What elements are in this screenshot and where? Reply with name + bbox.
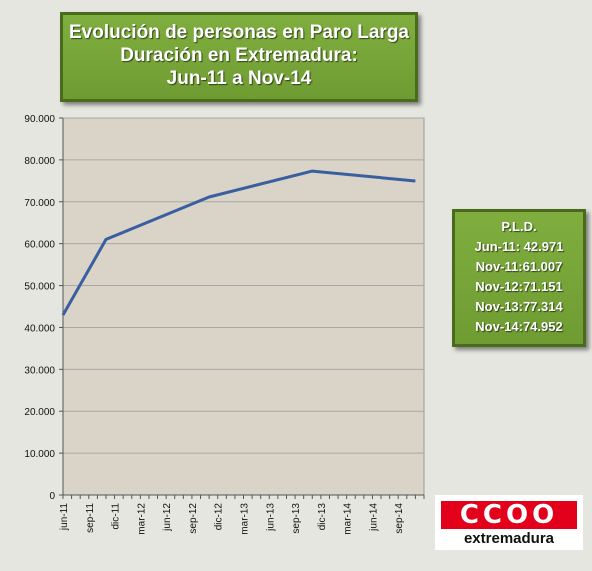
values-line: Nov-14:74.952 <box>475 319 563 334</box>
y-tick-label: 60.000 <box>24 240 55 251</box>
ccoo-logo: CCOO extremadura <box>435 495 583 550</box>
plot-area <box>62 117 425 496</box>
x-tick-label: dic-13 <box>317 503 328 531</box>
values-box: P.L.D. Jun-11: 42.971 Nov-11:61.007 Nov-… <box>452 209 586 347</box>
x-tick-label: dic-12 <box>214 503 225 531</box>
values-heading: P.L.D. <box>501 219 537 234</box>
chart-title-box: Evolución de personas en Paro Larga Dura… <box>60 12 418 102</box>
y-axis: 0 10.000 20.000 30.000 40.000 50.000 60.000 70.… <box>24 114 64 502</box>
x-tick-label: sep-14 <box>394 503 405 534</box>
values-line: Jun-11: 42.971 <box>474 239 564 254</box>
values-line: Nov-11:61.007 <box>475 259 563 274</box>
ccoo-logo-mark: CCOO <box>441 500 577 530</box>
y-tick-label: 70.000 <box>24 198 55 209</box>
x-tick-label: jun-11 <box>59 503 70 531</box>
chart-title-line-1: Evolución de personas en Paro Larga <box>69 22 409 43</box>
y-tick-label: 30.000 <box>24 365 55 376</box>
y-tick-label: 80.000 <box>24 156 55 167</box>
x-tick-label: jun-14 <box>368 503 379 532</box>
x-tick-label: dic-11 <box>111 503 122 530</box>
values-line: Nov-13:77.314 <box>475 299 563 314</box>
y-tick-label: 10.000 <box>24 449 55 460</box>
chart-title-line-2: Duración en Extremadura: <box>120 45 358 66</box>
values-line: Nov-12:71.151 <box>475 279 563 294</box>
gridlines <box>63 117 424 454</box>
x-axis: jun-11 sep-11 dic-11 mar-12 jun-12 sep-12 dic-… <box>59 494 425 535</box>
x-tick-label: mar-12 <box>136 503 147 535</box>
x-tick-label: sep-13 <box>291 503 302 534</box>
y-tick-label: 0 <box>49 491 55 502</box>
x-tick-label: jun-13 <box>265 503 276 532</box>
x-tick-label: mar-13 <box>240 503 251 535</box>
x-tick-label: jun-12 <box>162 503 173 532</box>
y-tick-label: 90.000 <box>24 114 55 125</box>
chart-title-line-3: Jun-11 a Nov-14 <box>166 68 312 89</box>
series-line <box>61 169 416 316</box>
y-tick-label: 50.000 <box>24 282 55 293</box>
y-tick-label: 20.000 <box>24 407 55 418</box>
x-tick-label: mar-14 <box>343 503 354 535</box>
y-tick-label: 40.000 <box>24 323 55 334</box>
x-tick-label: sep-11 <box>85 503 96 533</box>
x-tick-label: sep-12 <box>188 503 199 534</box>
ccoo-logo-text: extremadura <box>463 530 555 547</box>
